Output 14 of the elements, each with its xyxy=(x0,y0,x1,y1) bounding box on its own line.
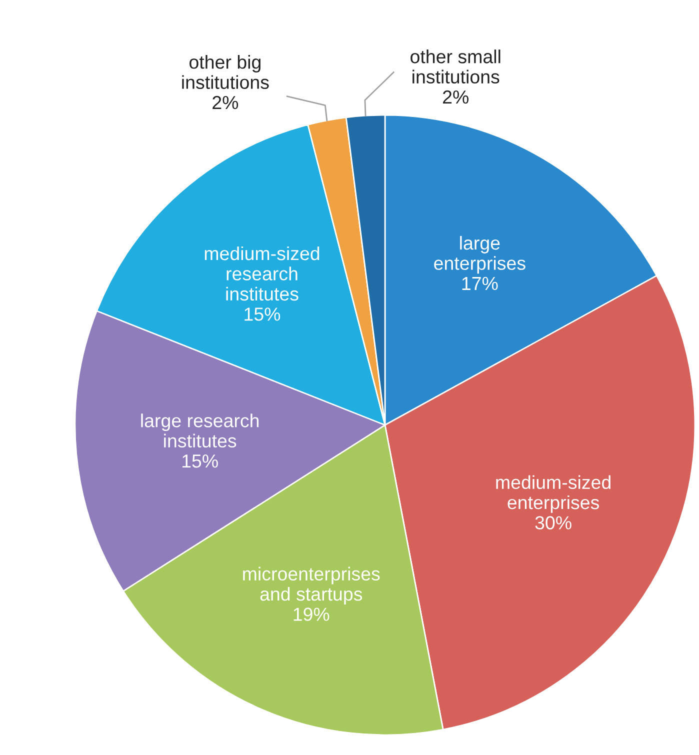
slice-label: large research institutes xyxy=(141,414,259,448)
slice-label: other small institutions xyxy=(410,50,500,84)
slice-label: large enterprises xyxy=(434,236,526,274)
slice-label: other big institutions xyxy=(182,55,269,89)
data-label: 19% xyxy=(294,608,330,621)
data-label: 17% xyxy=(462,276,498,290)
data-label: 15% xyxy=(244,308,280,321)
data-label: 15% xyxy=(182,454,218,468)
data-label: 2% xyxy=(212,96,238,110)
slice-label: medium-sized enterprises xyxy=(496,475,610,513)
data-label: 2% xyxy=(443,90,468,104)
slice-label: microenterprises and startups xyxy=(243,566,380,604)
data-label: 30% xyxy=(535,516,572,530)
slice-label: medium-sized research institutes xyxy=(204,246,320,301)
